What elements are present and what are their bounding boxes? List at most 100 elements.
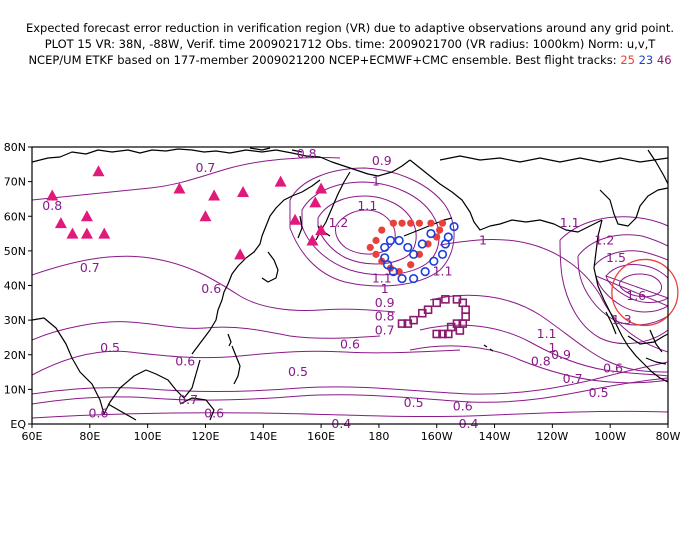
contour-label: 1.1 [433,264,453,279]
track-23-point [440,239,451,249]
track-23-point [420,267,430,277]
track-46-point [432,329,442,339]
contour-1.0-central [301,181,440,276]
raob-triangle [80,210,93,222]
contour-label: 1.1 [560,215,580,230]
track-46-label: 46 [656,53,672,67]
flight-track-23 [380,222,459,284]
contour-label: 0.5 [100,340,120,355]
track-23-point [417,239,427,249]
raob-triangle [46,189,59,201]
contour-label: 0.9 [372,153,392,168]
x-tick-label: 140E [249,430,277,443]
track-25-point [372,236,380,245]
contour-label: 0.5 [404,395,424,410]
plot-title-line-1: Expected forecast error reduction in ver… [25,21,675,35]
track-46-point [452,319,462,328]
track-25-point [415,219,423,227]
x-tick-label: 80E [79,430,100,443]
raob-triangle [199,210,212,222]
y-tick-label: 50N [4,245,26,258]
coastline-hawaii [483,344,494,352]
y-tick-label: EQ [10,418,26,431]
x-tick-label: 120E [191,430,219,443]
contour-0.8-west [32,156,341,201]
track-23-point [397,273,407,284]
track-23-point [409,249,419,259]
coastline-philippines [231,345,241,385]
coastline-sakhalin [297,215,303,239]
contour-labels: 0.80.70.80.70.60.911.11.211.11.11.21.51.… [42,146,646,431]
contour-label: 0.8 [297,146,317,161]
raob-triangle [274,175,287,187]
x-tick-label: 140W [479,430,511,443]
contour-label: 1.6 [626,288,646,303]
track-46-point [455,326,465,335]
contour-label: 1 [381,281,389,296]
coastline-se-asia [32,317,201,415]
contour-0.9-central [289,167,455,287]
contour-label: 1.2 [594,232,614,247]
contour-0.9-east [429,294,668,373]
raob-triangle [173,182,186,194]
contour-label: 0.6 [453,399,473,414]
verification-region-circle [611,258,679,327]
contour-label: 1 [479,232,487,247]
track-46-point [397,319,407,328]
track-23-point [385,235,396,246]
track-46-point [461,312,470,321]
coastline-greenland [647,149,668,185]
raob-triangle [80,227,93,239]
contour-1.5-east [605,263,668,303]
track-25-point [378,226,386,234]
coastline-sumatra [107,403,137,421]
raob-triangle [289,213,302,225]
raob-triangle [92,165,105,177]
plot-title-line-3-text: NCEP/UM ETKF based on 177-member 2009021… [28,53,617,67]
raob-triangle [315,224,328,236]
track-23-point [449,222,459,232]
raob-triangle [237,186,250,198]
y-tick-label: 20N [4,349,26,362]
contour-label: 1.1 [372,271,392,286]
coastline-japan [261,251,279,283]
y-tick-label: 80N [4,141,26,154]
contour-1.0-east [439,238,668,353]
contour-0.7-west [32,255,396,313]
y-tick-label: 70N [4,176,26,189]
contour-0.6-west [32,321,381,341]
raob-triangle [315,182,328,194]
raob-triangle [66,227,79,239]
contour-label: 0.7 [196,160,216,175]
coastline-siberia [32,148,411,177]
track-46-point [432,298,442,308]
track-46-point [441,295,450,304]
track-46-point [461,305,470,315]
coastline-gulf [627,333,668,345]
contour-label: 1 [548,340,556,355]
raob-triangle [306,234,319,246]
raob-triangle [309,196,322,208]
contour-1.3-east [593,250,668,313]
x-axis: 60E 80E 100E 120E 140E 160E 180 160W 140W 120W 100… [22,424,681,443]
track-23-point [409,273,419,284]
x-tick-label: 180 [368,430,389,443]
x-tick-label: 80W [656,430,681,443]
raob-triangle [98,227,111,239]
contour-label: 0.7 [563,371,583,386]
x-tick-label: 60E [22,430,43,443]
contour-label: 0.8 [531,354,551,369]
contour-label: 1.5 [606,250,626,265]
track-25-point [438,219,447,227]
contour-label: 0.7 [178,392,198,407]
track-46-point [417,308,427,318]
track-25-point [389,219,397,227]
y-tick-label: 60N [4,210,26,223]
contour-1.1-east [559,216,668,344]
plot-title-line-2: PLOT 15 VR: 38N, -88W, Verif. time 20090… [44,37,656,51]
track-23-label: 23 [638,53,654,67]
track-25-point [407,219,415,227]
track-23-point [394,235,404,246]
y-axis: EQ 10N 20N 30N 40N 50N 60N 70N 80N [4,141,32,431]
